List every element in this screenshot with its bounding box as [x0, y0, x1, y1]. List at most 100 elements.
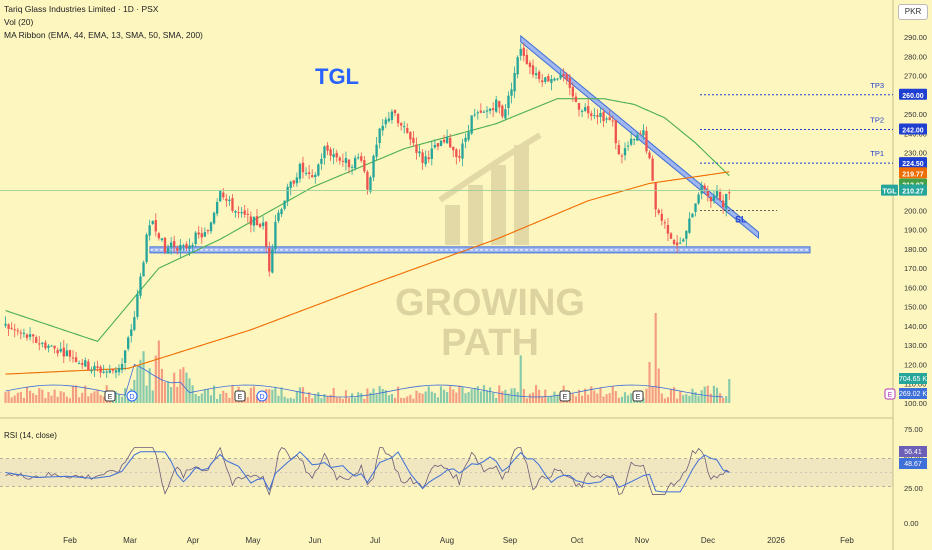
volume-bar	[550, 396, 553, 403]
candle	[712, 190, 716, 204]
candle-body	[252, 216, 256, 226]
price-tick-label: 160.00	[904, 283, 927, 292]
candle	[237, 206, 240, 219]
watermark	[438, 132, 542, 245]
price-tick-label: 130.00	[904, 341, 927, 350]
candle	[31, 333, 35, 344]
volume-bar	[706, 385, 709, 403]
candle	[381, 119, 384, 136]
candle	[479, 103, 483, 114]
candle-body	[541, 80, 544, 83]
candle-body	[255, 216, 259, 226]
candle-body	[525, 54, 529, 64]
volume-bar	[482, 385, 486, 403]
candle-body	[277, 212, 280, 221]
candle	[648, 150, 651, 160]
candle	[41, 342, 44, 348]
candle	[81, 358, 84, 369]
candle-body	[553, 78, 556, 81]
candle	[537, 69, 541, 83]
candle	[541, 73, 544, 87]
candle-body	[556, 78, 559, 80]
volume-bar	[170, 387, 173, 403]
candle-body	[654, 182, 657, 210]
volume-bar	[363, 398, 366, 403]
candle	[406, 123, 409, 134]
volume-bar	[332, 387, 335, 403]
candle	[130, 324, 133, 343]
price-tag-bg	[899, 167, 927, 179]
price-tick-label: 270.00	[904, 72, 927, 81]
candle	[697, 192, 700, 205]
candle	[574, 92, 578, 103]
candle	[50, 344, 53, 347]
candle-body	[286, 186, 289, 202]
candle	[317, 163, 320, 177]
candle	[504, 103, 507, 121]
candle-body	[544, 77, 547, 82]
candle	[258, 222, 262, 229]
volume-bar	[314, 395, 317, 403]
candle	[639, 130, 642, 135]
candle	[669, 231, 673, 240]
volume-bar	[390, 393, 394, 403]
x-axis-label: Sep	[503, 536, 518, 545]
x-axis-label: Dec	[701, 536, 715, 545]
dividend-marker-label: D	[259, 394, 264, 401]
volume-bar	[145, 385, 148, 403]
candle	[219, 189, 222, 202]
candle	[571, 82, 575, 102]
volume-bar	[501, 391, 504, 403]
volume-bar	[648, 361, 651, 403]
volume-bar	[476, 386, 479, 403]
volume-bar	[308, 392, 311, 403]
volume-bar	[176, 386, 179, 403]
candle	[495, 96, 498, 113]
candle	[225, 194, 228, 208]
volume-bar	[685, 394, 688, 403]
candle-body	[485, 110, 489, 112]
candle-body	[194, 232, 197, 245]
candle-body	[74, 357, 78, 363]
candle-body	[173, 241, 176, 247]
candle	[623, 142, 627, 161]
volume-bar	[418, 392, 421, 403]
candle	[357, 153, 360, 160]
candle-body	[123, 350, 127, 363]
candle-body	[289, 181, 292, 188]
volume-bar	[206, 388, 210, 403]
price-tag-bg	[899, 184, 927, 196]
candle-body	[366, 171, 369, 190]
volume-bar	[672, 387, 676, 403]
candle-body	[430, 148, 433, 159]
volume-bar	[703, 386, 706, 403]
candle	[464, 133, 467, 149]
volume-bar	[286, 398, 289, 403]
candle	[13, 323, 16, 338]
candle-body	[160, 238, 164, 241]
candle	[350, 164, 354, 175]
ticker-tag: TGL	[883, 189, 898, 196]
volume-bar	[525, 398, 528, 403]
candle-body	[191, 245, 194, 247]
volume-bar	[590, 386, 593, 403]
candle	[642, 124, 645, 140]
candle	[482, 110, 486, 113]
currency-badge[interactable]: PKR	[898, 4, 928, 20]
volume-bar	[148, 368, 151, 403]
candle	[127, 335, 130, 352]
candle	[277, 209, 280, 224]
candle-body	[458, 156, 461, 158]
volume-bar	[277, 395, 280, 403]
candle	[65, 343, 69, 357]
rsi-ma-tag: 48.67	[904, 461, 922, 468]
candle-body	[197, 232, 200, 235]
volume-bar	[421, 393, 424, 403]
candle	[488, 107, 492, 115]
x-axis-label: May	[245, 536, 260, 545]
volume-bar	[246, 397, 249, 403]
candle-body	[617, 144, 621, 155]
volume-bar	[323, 394, 326, 403]
candle-body	[215, 202, 219, 214]
